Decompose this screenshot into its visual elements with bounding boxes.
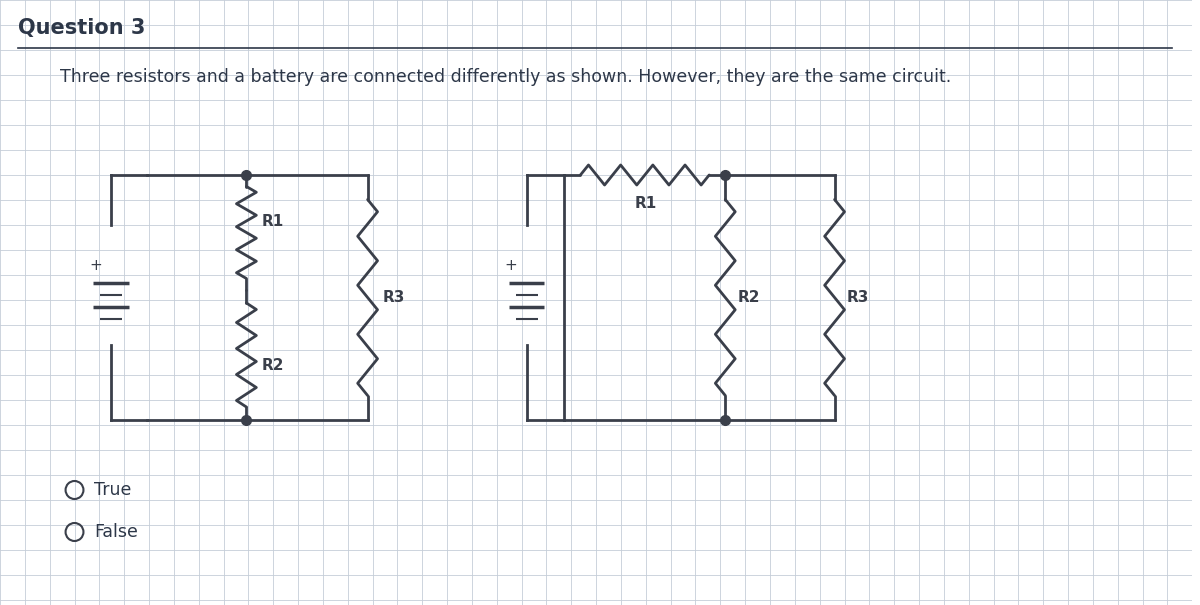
Text: R3: R3: [383, 290, 404, 304]
Text: +: +: [89, 258, 102, 272]
Text: R1: R1: [635, 195, 658, 211]
Text: R1: R1: [262, 215, 283, 229]
Text: R3: R3: [846, 290, 869, 304]
Text: Question 3: Question 3: [18, 18, 145, 38]
Text: R2: R2: [737, 290, 760, 304]
Text: True: True: [95, 481, 132, 499]
Text: +: +: [504, 258, 517, 272]
Text: False: False: [95, 523, 138, 541]
Text: Three resistors and a battery are connected differently as shown. However, they : Three resistors and a battery are connec…: [60, 68, 950, 86]
Text: R2: R2: [262, 358, 284, 373]
